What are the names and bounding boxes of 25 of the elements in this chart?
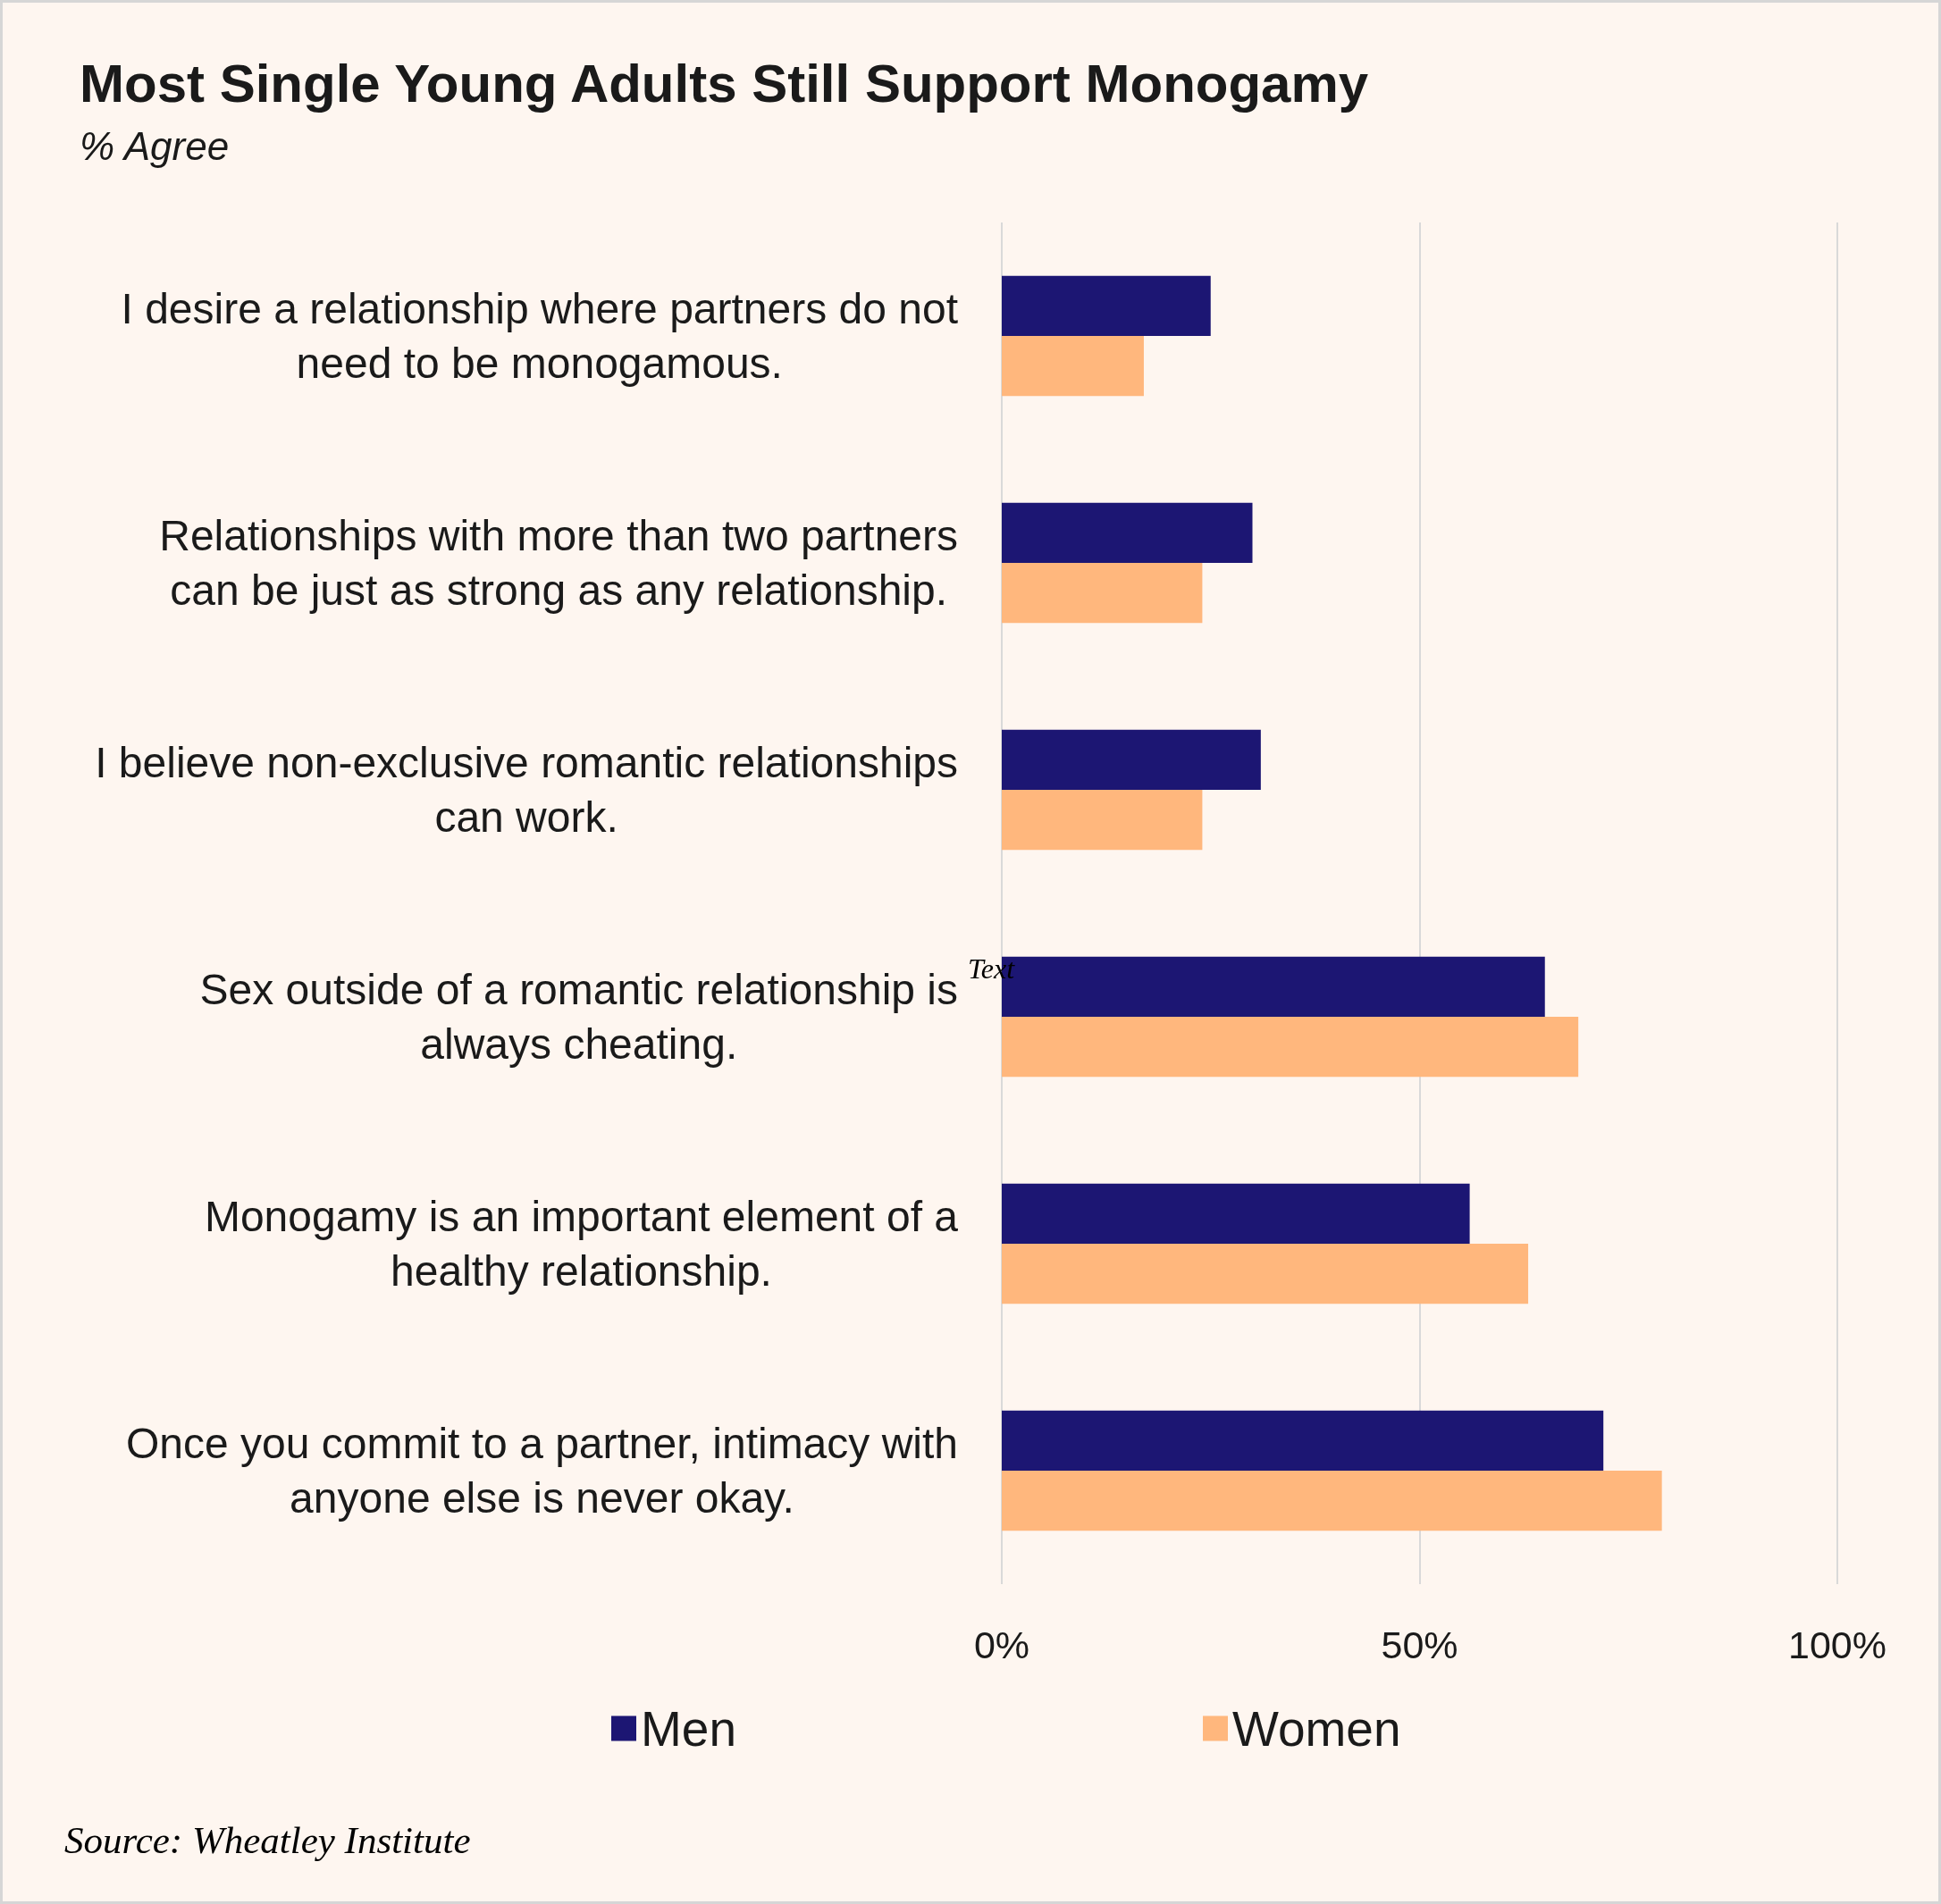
y-tick-label: Relationships with more than two partners can be just as strong as any relationship. — [159, 512, 958, 614]
y-tick-label: Monogamy is an important element of a healthy relationship. — [204, 1193, 959, 1295]
bar — [1002, 1183, 1470, 1244]
bar — [1002, 336, 1144, 397]
bar — [1002, 502, 1253, 563]
bar — [1002, 1244, 1529, 1304]
source-note: Source: Wheatley Institute — [64, 1819, 471, 1861]
bar — [1002, 729, 1261, 790]
x-tick-label: 0% — [973, 1623, 1030, 1666]
bar — [1002, 1410, 1604, 1471]
legend-label: Men — [641, 1700, 736, 1757]
y-tick-label: Once you commit to a partner, intimacy with anyone else is never okay. — [125, 1420, 958, 1522]
bar — [1002, 275, 1211, 336]
y-tick-label: I desire a relationship where partners do not need to be monogamous. — [121, 285, 958, 387]
text: % Agree — [80, 123, 230, 168]
y-tick-label: Sex outside of a romantic relationship is always cheating. — [199, 966, 958, 1068]
bar — [1002, 563, 1203, 624]
bar — [1002, 1017, 1579, 1078]
bar — [1002, 790, 1203, 851]
legend-label: Women — [1231, 1700, 1401, 1757]
y-tick-label: I believe non-exclusive romantic relationships can work. — [95, 739, 958, 841]
x-tick-label: 50% — [1381, 1623, 1458, 1666]
x-tick-label: 100% — [1788, 1623, 1886, 1666]
bar — [1002, 1471, 1662, 1531]
chart-title: Most Single Young Adults Still Support Monogamy — [80, 53, 1369, 113]
